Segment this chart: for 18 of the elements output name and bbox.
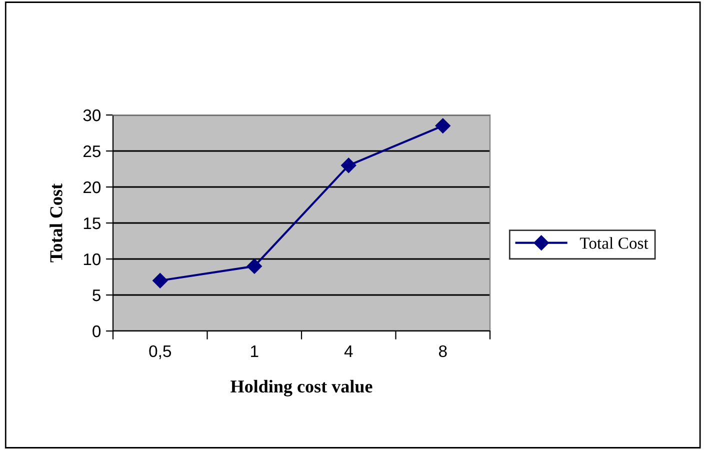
y-tick-label: 10: [84, 253, 101, 266]
y-tick-label: 15: [84, 218, 100, 230]
x-axis-title: Holding cost value: [230, 380, 372, 396]
x-tick-label: 1: [251, 346, 258, 357]
y-tick-label: 25: [83, 145, 100, 158]
x-tick-label: 8: [438, 345, 447, 358]
point: [435, 118, 450, 134]
y-tick-label: 0: [92, 325, 101, 338]
point: [152, 273, 168, 288]
y-tick-label: 30: [83, 109, 101, 122]
legend-label: Total Cost: [580, 237, 648, 249]
point: [341, 158, 356, 173]
x-tick-label: 0,5: [149, 345, 172, 360]
y-tick-label: 5: [92, 290, 100, 302]
y-axis-title: Total Cost: [50, 184, 62, 262]
point: [246, 258, 262, 274]
y-tick-label: 20: [83, 181, 101, 194]
x-tick-label: 4: [344, 346, 353, 357]
